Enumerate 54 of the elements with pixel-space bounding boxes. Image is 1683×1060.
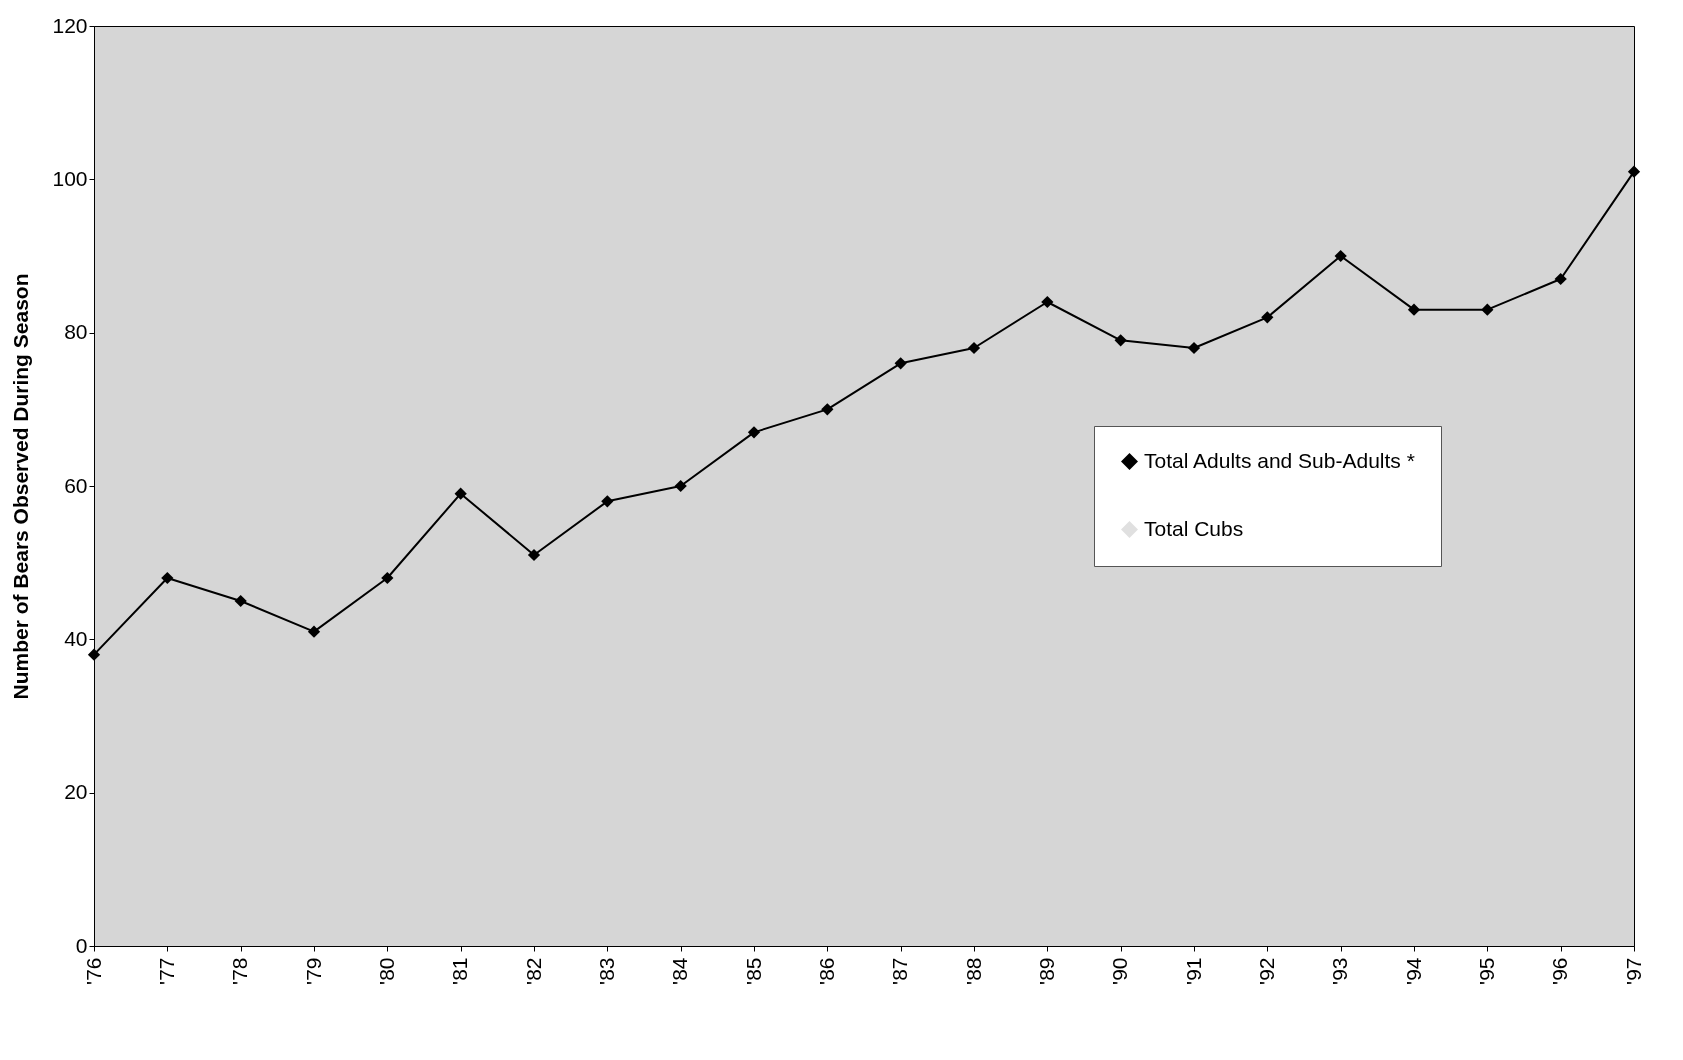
point <box>1554 272 1567 286</box>
y-axis-title: Number of Bears Observed During Season <box>9 273 33 700</box>
x-tick-label: '96 <box>1548 957 1572 985</box>
point <box>1187 341 1201 355</box>
y-tick-label: 120 <box>52 13 88 37</box>
x-tick-label: '83 <box>594 957 618 985</box>
point <box>87 648 101 661</box>
point <box>747 426 761 439</box>
point <box>674 479 687 493</box>
x-tick-label: '94 <box>1401 957 1425 985</box>
point <box>1114 334 1127 347</box>
x-tick-label: '91 <box>1181 957 1205 985</box>
x-tick-label: '87 <box>888 957 912 985</box>
x-tick-label: '82 <box>521 957 545 985</box>
x-tick-label: '97 <box>1621 957 1645 985</box>
x-tick-label: '80 <box>374 957 398 985</box>
point <box>527 548 541 562</box>
point <box>601 495 614 508</box>
point <box>234 594 247 608</box>
point <box>307 625 321 638</box>
y-tick-label: 20 <box>64 780 88 804</box>
legend-label: Total Adults and Sub-Adults * <box>1144 448 1415 472</box>
x-tick-label: '88 <box>961 957 985 985</box>
point <box>1041 295 1054 309</box>
x-tick-label: '89 <box>1034 957 1058 985</box>
x-tick-label: '78 <box>228 957 252 985</box>
x-tick-label: '86 <box>814 957 838 985</box>
x-tick-label: '90 <box>1108 957 1132 985</box>
point <box>1481 303 1494 316</box>
point <box>1627 165 1641 178</box>
x-tick-label: '77 <box>154 957 178 985</box>
x-tick-label: '79 <box>301 957 325 985</box>
y-tick-label: 80 <box>64 320 88 344</box>
x-tick-label: '93 <box>1328 957 1352 985</box>
x-tick-label: '76 <box>81 957 105 985</box>
y-tick-label: 60 <box>64 473 88 497</box>
point <box>894 357 907 370</box>
x-tick-label: '84 <box>668 957 692 985</box>
point <box>161 571 174 585</box>
legend-label: Total Cubs <box>1144 516 1244 540</box>
y-tick-label: 0 <box>75 933 88 957</box>
point <box>821 403 834 416</box>
point <box>1261 311 1274 324</box>
point <box>967 341 981 355</box>
point <box>1334 249 1347 263</box>
x-tick-label: '92 <box>1254 957 1278 985</box>
y-tick-label: 100 <box>52 166 88 190</box>
y-tick-label: 40 <box>64 626 88 650</box>
x-tick-label: '81 <box>448 957 472 985</box>
x-tick-label: '85 <box>741 957 765 985</box>
point <box>381 571 394 585</box>
point <box>1407 303 1421 316</box>
point <box>454 487 467 500</box>
x-tick-label: '95 <box>1474 957 1498 985</box>
